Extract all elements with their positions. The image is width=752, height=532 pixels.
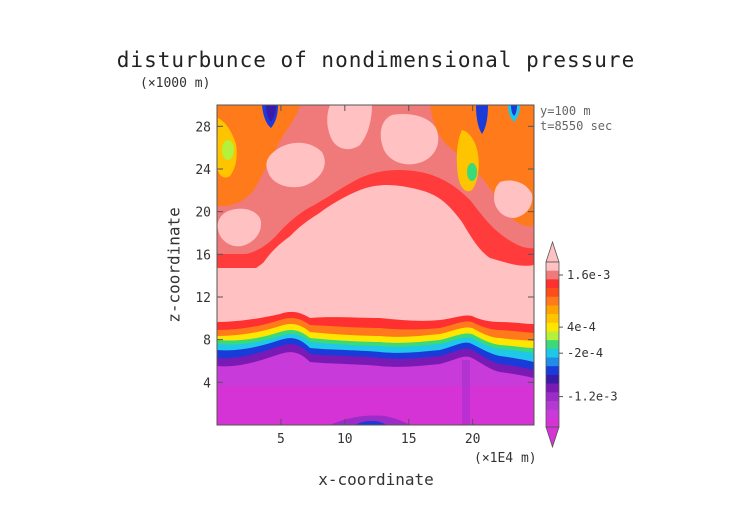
upper-pocket-5 [494,180,533,218]
upper-pocket-2 [380,114,439,165]
colorbar-swatch [546,357,559,367]
colorbar-swatch [546,305,559,315]
upper-pocket-3 [266,142,325,188]
colorbar-bottom-arrow [545,426,560,449]
bottom-blue-spot [355,421,386,425]
blue-well-left-core [266,105,276,122]
colorbar-frame [545,261,560,428]
colorbar-swatch [546,331,559,341]
y-tick-label: 16 [195,248,211,263]
colorbar-swatch [546,322,559,332]
colorbar-label: -2e-4 [567,346,603,360]
annotation-time: t=8550 sec [540,119,613,133]
colorbar-label: 1.6e-3 [567,268,610,282]
y-tick-label: 8 [203,334,211,349]
colorbar-swatch [546,270,559,280]
colorbar-top-arrow [545,240,560,263]
y-tick-label: 20 [195,206,211,221]
blue-well-right [476,105,488,134]
green-spot-right [467,163,477,181]
colorbar-swatch [546,340,559,350]
y-unit-label: (×1000 m) [140,76,211,91]
annotation-y: y=100 m [540,104,591,118]
x-tick-label: 15 [401,432,417,447]
colorbar-label: 4e-4 [567,320,596,334]
x-axis-label: x-coordinate [318,470,434,489]
x-unit-label: (×1E4 m) [474,451,537,466]
y-axis-label: z-coordinate [164,207,184,323]
colorbar: 1.6e-3 4e-4 -2e-4 -1.2e-3 [545,240,618,449]
y-axis: 4 8 12 16 20 24 28 [195,120,534,391]
x-axis: 5 10 15 20 [277,105,480,447]
colorbar-swatch [546,288,559,298]
contour-field [217,105,534,425]
colorbar-swatch [546,348,559,359]
green-spot-left [222,140,234,160]
colorbar-swatch [546,383,559,393]
upper-pocket-1 [327,105,372,150]
colorbar-swatch [546,279,559,289]
colorbar-swatch [546,418,559,428]
colorbar-swatch [546,392,559,402]
bottom-dark-spot [330,415,410,425]
colorbar-label: -1.2e-3 [567,390,618,404]
y-tick-label: 4 [203,376,211,391]
x-tick-label: 5 [277,432,285,447]
x-tick-label: 10 [337,432,353,447]
upper-band-orange [217,105,300,206]
colorbar-swatch [546,314,559,324]
plot-frame [216,104,535,426]
colorbar-swatch [546,374,559,385]
blue-well-far-right-core [511,105,517,116]
vertical-streak [462,360,470,425]
central-arch [260,200,492,268]
y-tick-label: 12 [195,291,211,306]
colorbar-swatch [546,296,559,306]
chart-title: disturbunce of nondimensional pressure [116,48,636,72]
colorbar-swatch [546,262,559,272]
y-tick-label: 24 [195,163,211,178]
colorbar-swatch [546,400,559,411]
y-tick-label: 28 [195,120,211,135]
x-tick-label: 20 [465,432,481,447]
colorbar-swatch [546,409,559,419]
colorbar-swatch [546,366,559,376]
lower-magenta [217,386,534,425]
upper-pocket-4 [217,208,262,247]
